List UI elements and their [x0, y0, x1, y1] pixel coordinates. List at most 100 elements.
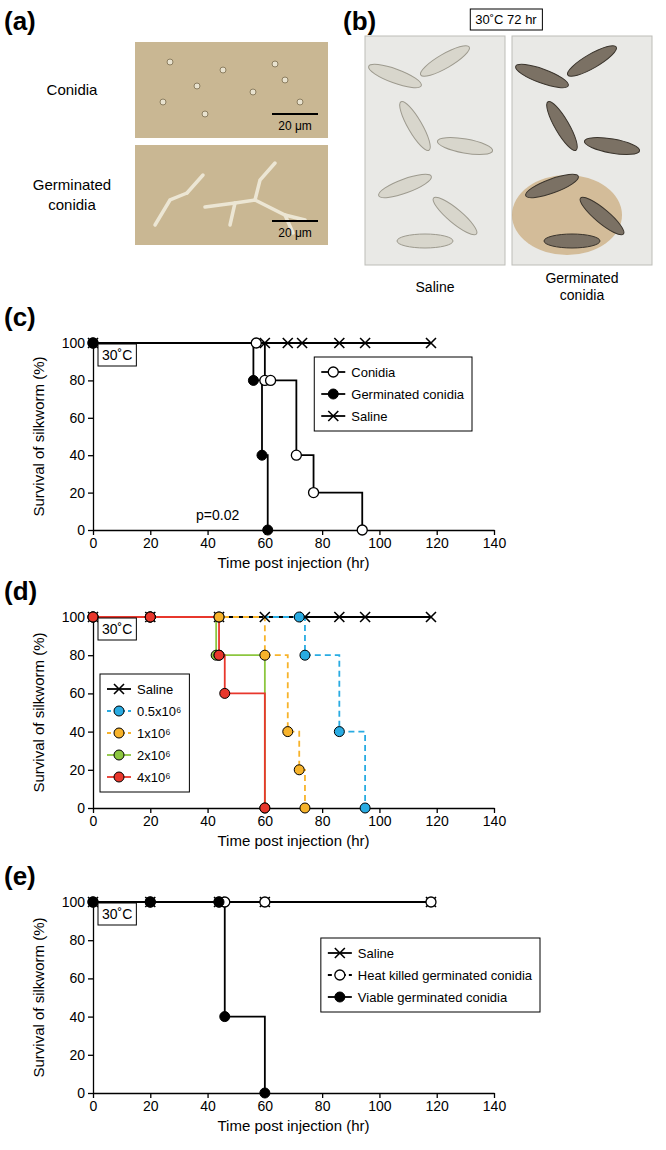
data-point	[291, 450, 301, 460]
data-point	[260, 803, 270, 813]
y-tick-label: 80	[69, 932, 85, 948]
figure: (a)20 μmConidia20 μmGerminatedconidia(b)…	[0, 0, 666, 1150]
y-tick-label: 60	[69, 685, 85, 701]
data-point	[220, 688, 230, 698]
y-tick: 60	[69, 685, 93, 701]
data-point	[145, 612, 155, 622]
data-point	[251, 338, 261, 348]
data-point	[360, 803, 370, 813]
x-tick-label: 140	[483, 813, 507, 829]
data-point	[214, 612, 224, 622]
photo-label: Saline	[416, 279, 455, 295]
x-tick-label: 100	[368, 1098, 392, 1114]
conidium	[220, 67, 226, 73]
photo-label: Germinatedconidia	[545, 270, 618, 303]
x-tick: 100	[368, 530, 392, 551]
data-point	[426, 897, 436, 907]
photo-frame	[365, 36, 505, 265]
legend-marker	[114, 772, 124, 782]
data-point	[309, 488, 319, 498]
x-tick-label: 20	[143, 535, 159, 551]
legend-label: Saline	[137, 682, 173, 697]
x-tick-label: 40	[200, 1098, 216, 1114]
y-tick-label: 40	[69, 724, 85, 740]
x-tick-label: 40	[200, 813, 216, 829]
y-tick: 0	[77, 522, 93, 538]
y-axis: 020406080100	[62, 335, 94, 538]
x-tick: 140	[483, 530, 507, 551]
data-point	[357, 525, 367, 535]
data-point	[88, 612, 98, 622]
data-point	[266, 375, 276, 385]
y-tick: 80	[69, 647, 93, 663]
y-axis: 020406080100	[62, 609, 94, 816]
condition-box	[98, 618, 136, 640]
data-point	[214, 650, 224, 660]
y-tick-mark	[88, 655, 93, 656]
x-tick-label: 120	[426, 1098, 450, 1114]
y-axis-title: Survival of silkworm (%)	[30, 356, 47, 516]
legend-entry: 2x10⁶	[107, 748, 171, 763]
text-line: conidia	[48, 196, 96, 213]
data-point	[145, 612, 155, 622]
y-axis-line	[93, 618, 94, 809]
conidium	[167, 59, 173, 65]
x-tick: 140	[483, 808, 507, 829]
survival-line	[93, 902, 265, 1093]
y-tick-label: 20	[69, 762, 85, 778]
y-tick-mark	[88, 1016, 93, 1017]
y-tick: 20	[69, 485, 93, 501]
x-tick: 100	[368, 1093, 392, 1114]
y-tick-label: 20	[69, 485, 85, 501]
y-tick-mark	[88, 418, 93, 419]
y-tick-label: 20	[69, 1047, 85, 1063]
data-point	[260, 338, 270, 348]
text-line: conidia	[560, 287, 605, 303]
legend-label: Saline	[358, 946, 394, 961]
x-axis-line	[94, 530, 495, 531]
data-point	[360, 612, 370, 622]
silkworm	[397, 234, 453, 248]
x-axis-line	[94, 808, 495, 809]
condition-label: 30˚C 72 hr	[475, 12, 537, 27]
legend: ConidiaGerminated conidiaSaline	[314, 357, 472, 431]
legend-entry: Heat killed germinated conidia	[328, 968, 533, 983]
legend-marker	[335, 992, 345, 1002]
image-label: Germinated conidia	[33, 176, 111, 213]
y-tick-label: 0	[77, 1085, 85, 1101]
y-tick-label: 80	[69, 372, 85, 388]
legend-label: Germinated conidia	[351, 387, 464, 402]
y-tick-label: 100	[62, 609, 86, 625]
legend-label: Viable germinated conidia	[358, 990, 508, 1005]
hypha	[155, 193, 187, 225]
legend-marker	[335, 970, 345, 980]
x-tick-label: 100	[368, 535, 392, 551]
legend-label: Heat killed germinated conidia	[358, 968, 533, 983]
legend-marker	[114, 684, 124, 694]
x-tick-label: 60	[258, 1098, 274, 1114]
hypha	[187, 175, 203, 193]
x-tick-label: 40	[200, 535, 216, 551]
data-point	[220, 1012, 230, 1022]
data-point	[214, 897, 224, 907]
x-tick-label: 80	[315, 535, 331, 551]
data-point	[88, 338, 98, 348]
legend-entry: Viable germinated conidia	[328, 990, 508, 1005]
x-tick: 120	[426, 530, 450, 551]
x-tick-label: 20	[143, 1098, 159, 1114]
text-line: Germinated	[33, 176, 111, 193]
data-point	[294, 612, 304, 622]
y-tick-label: 100	[62, 335, 86, 351]
data-point	[426, 897, 436, 907]
y-tick: 40	[69, 724, 93, 740]
legend-entry: 4x10⁶	[107, 770, 171, 785]
conidium	[194, 83, 200, 89]
micrograph: 20 μm	[135, 145, 328, 245]
conidium	[297, 99, 303, 105]
data-point	[260, 612, 270, 622]
data-point	[214, 897, 224, 907]
y-axis-title: Survival of silkworm (%)	[30, 632, 47, 792]
data-point	[260, 650, 270, 660]
y-tick: 60	[69, 410, 93, 426]
silkworm	[576, 193, 628, 240]
